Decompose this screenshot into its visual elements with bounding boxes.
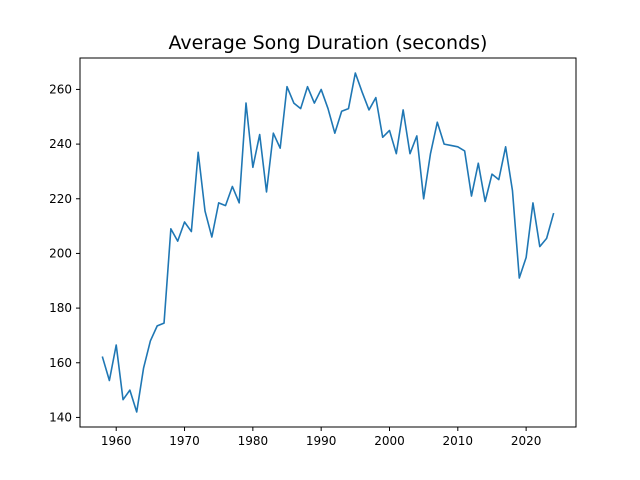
y-tick-label: 260 xyxy=(49,82,72,96)
x-tick-label: 2000 xyxy=(374,434,405,448)
chart-title: Average Song Duration (seconds) xyxy=(169,32,488,54)
x-tick-label: 1980 xyxy=(238,434,269,448)
y-tick-label: 180 xyxy=(49,301,72,315)
y-tick-label: 240 xyxy=(49,137,72,151)
series-layer xyxy=(101,72,555,413)
plot-area-frame xyxy=(79,57,577,428)
x-tick-label: 2010 xyxy=(443,434,474,448)
y-tick-label: 140 xyxy=(49,410,72,424)
y-tick-label: 220 xyxy=(49,192,72,206)
x-tick-label: 2020 xyxy=(511,434,542,448)
y-tick-label: 160 xyxy=(49,356,72,370)
x-tick-label: 1970 xyxy=(169,434,200,448)
x-tick-label: 1960 xyxy=(101,434,132,448)
x-axis: 1960 1970 1980 1990 2000 2010 2020 xyxy=(101,427,541,448)
y-tick-label: 200 xyxy=(49,246,72,260)
x-tick-label: 1990 xyxy=(306,434,337,448)
y-axis: 140 160 180 200 220 240 260 xyxy=(49,82,80,424)
series-line xyxy=(101,72,555,413)
